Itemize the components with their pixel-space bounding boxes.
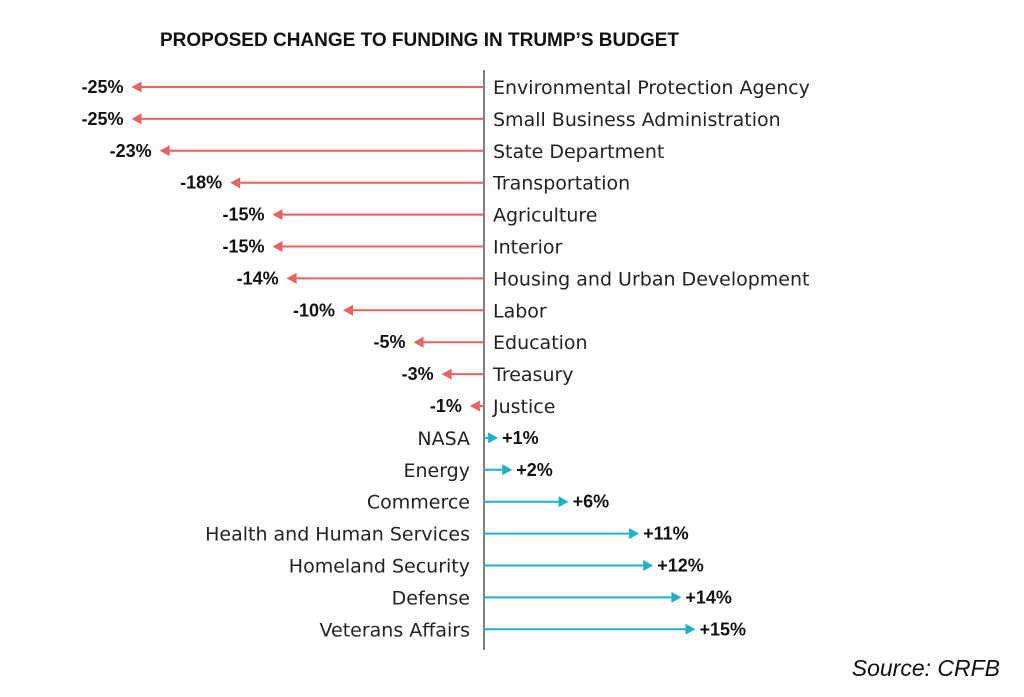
bar-arrow-head [131,81,142,93]
bar-row: Transportation -18% [180,173,630,195]
value-label: -1% [430,396,462,416]
value-label: +12% [657,556,704,576]
value-label: -15% [222,205,264,225]
category-label: Agriculture [493,205,598,227]
category-label: Transportation [492,173,630,195]
value-label: -18% [180,173,222,193]
bar-arrow-head [272,241,283,252]
category-label: Treasury [492,364,574,386]
category-label: Environmental Protection Agency [493,77,810,99]
bar-row: Small Business Administration -25% [81,109,780,131]
value-label: +15% [700,619,747,639]
value-label: -25% [81,77,123,97]
category-label: Education [493,332,588,354]
category-label: State Department [493,141,664,163]
bar-arrow-head [629,528,640,540]
category-label: Health and Human Services [205,524,470,546]
value-label: -14% [237,268,279,288]
bar-row: Labor -10% [293,300,547,322]
bars-group: Environmental Protection Agency-25%Small… [81,77,809,641]
bar-arrow-head [558,496,569,508]
value-label: -10% [293,300,335,320]
bar-row: Veterans Affairs +15% [319,619,746,641]
bar-row: Defense +14% [392,587,732,609]
bar-arrow-head [469,400,480,412]
bar-arrow-head [441,368,452,380]
category-label: Energy [403,460,470,482]
value-label: +14% [685,587,732,607]
category-label: Homeland Security [289,556,470,578]
bar-arrow-head [488,432,499,444]
category-label: Justice [492,396,555,418]
bar-row: Education -5% [373,332,587,354]
value-label: -5% [373,332,405,352]
category-label: NASA [417,428,470,450]
value-label: +11% [643,524,689,544]
bar-row: Commerce +6% [367,492,609,514]
value-label: -23% [110,141,152,161]
category-label: Small Business Administration [493,109,781,131]
bar-arrow-head [671,591,682,603]
category-label: Defense [392,587,470,609]
bar-row: Agriculture -15% [222,205,597,227]
category-label: Labor [493,300,547,322]
bar-row: Health and Human Services +11% [205,524,689,546]
bar-arrow-head [131,113,142,125]
bar-arrow-head [159,145,170,157]
value-label: +1% [502,428,539,448]
bar-arrow-head [643,560,654,571]
value-label: +6% [573,492,610,512]
bar-arrow-head [272,209,283,221]
value-label: -3% [402,364,434,384]
bar-arrow-head [685,623,696,635]
category-label: Interior [493,237,562,259]
bar-arrow-head [502,464,513,476]
bar-row: State Department -23% [110,141,665,163]
bar-row: Energy +2% [403,460,552,482]
bar-row: Housing and Urban Development -14% [237,268,810,290]
bar-row: Environmental Protection Agency -25% [81,77,809,99]
bar-arrow-head [413,336,424,348]
bar-arrow-head [343,304,353,316]
value-label: +2% [516,460,553,480]
bar-row: Interior -15% [222,237,562,259]
category-label: Commerce [367,492,470,514]
value-label: -25% [81,109,123,129]
chart-title: PROPOSED CHANGE TO FUNDING IN TRUMP’S BU… [160,30,679,51]
bar-row: Homeland Security +12% [289,556,704,578]
source-credit: Source: CRFB [852,655,1000,681]
category-label: Veterans Affairs [319,619,470,641]
bar-row: NASA +1% [417,428,538,450]
bar-arrow-head [230,177,241,189]
value-label: -15% [222,237,264,257]
bar-arrow-head [286,272,297,284]
category-label: Housing and Urban Development [493,268,809,290]
bar-row: Justice -1% [430,396,556,418]
bar-row: Treasury -3% [402,364,574,386]
